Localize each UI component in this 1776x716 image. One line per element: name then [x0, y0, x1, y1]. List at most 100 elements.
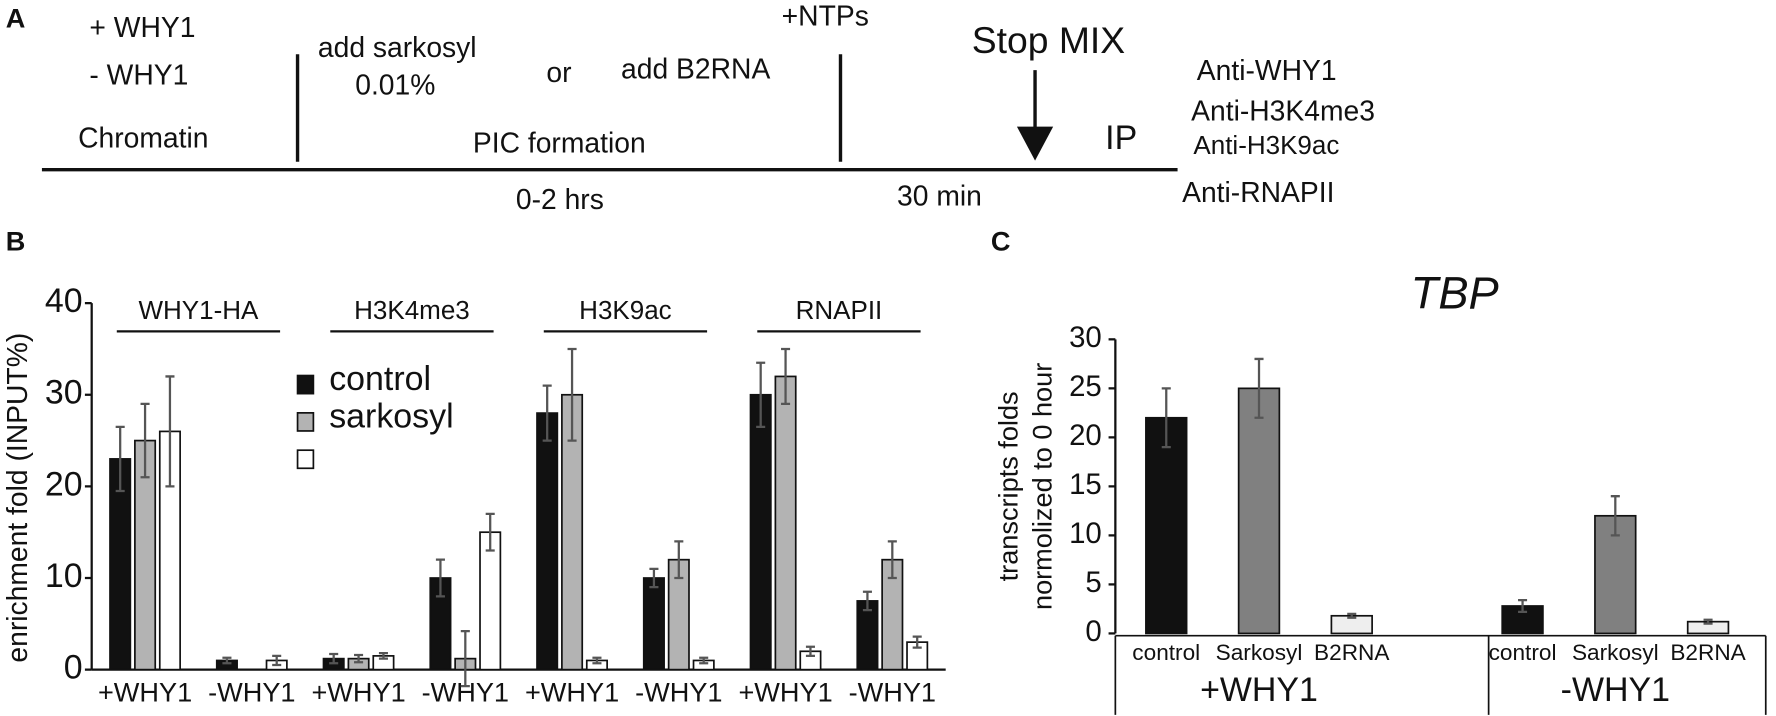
y-axis-label: normolized to 0 hour: [1026, 363, 1057, 610]
label: - WHY1: [89, 58, 188, 90]
label: add sarkosyl: [318, 31, 477, 63]
x-tick-label: Sarkosyl: [1572, 640, 1659, 665]
error-bar: [862, 590, 872, 612]
error-bar: [1347, 612, 1357, 619]
label: Anti-H3K4me3: [1191, 95, 1375, 127]
x-tick-label: B2RNA: [1670, 640, 1746, 665]
y-tick-label: 10: [45, 557, 83, 595]
label: Stop MIX: [972, 19, 1126, 61]
y-tick-label: 0: [1085, 615, 1101, 648]
error-bar: [781, 347, 791, 406]
group-label: WHY1-HA: [138, 295, 259, 325]
bar: [774, 375, 797, 671]
error-bar: [222, 656, 232, 665]
error-bar: [1161, 387, 1171, 449]
legend-swatch: [296, 374, 315, 395]
x-tick-label: Sarkosyl: [1216, 640, 1303, 665]
legend-label: sarkosyl: [329, 397, 453, 435]
label: or: [546, 56, 571, 88]
label: Anti-RNAPII: [1182, 176, 1334, 208]
x-tick-label: +WHY1: [311, 677, 405, 708]
error-bar: [378, 652, 388, 660]
group-label: +WHY1: [1200, 671, 1318, 709]
group-label: H3K4me3: [354, 295, 470, 325]
panel-label: B: [6, 225, 26, 256]
y-tick-label: 25: [1069, 370, 1102, 403]
error-bar: [435, 558, 445, 598]
x-tick-label: -WHY1: [208, 677, 295, 708]
label: Anti-H3K9ac: [1193, 130, 1339, 160]
bar: [1145, 416, 1188, 635]
x-tick-label: control: [1132, 640, 1200, 665]
label: IP: [1105, 119, 1137, 157]
chart-title: TBP: [1411, 267, 1499, 318]
x-tick-label: -WHY1: [635, 677, 722, 708]
label: add B2RNA: [621, 53, 770, 85]
y-tick-label: 20: [1069, 419, 1102, 452]
label: 0.01%: [355, 69, 435, 101]
error-bar: [805, 645, 815, 658]
error-bar: [460, 630, 470, 688]
error-bar: [485, 512, 495, 552]
error-bar: [165, 375, 175, 488]
y-tick-label: 20: [45, 465, 83, 503]
bar: [479, 531, 502, 671]
bar: [1237, 387, 1281, 635]
y-tick-label: 15: [1069, 468, 1102, 501]
legend-swatch: [296, 412, 315, 432]
bar: [749, 393, 772, 671]
y-tick-label: 30: [1069, 321, 1102, 354]
error-bar: [592, 656, 602, 665]
timeline: [41, 54, 1178, 172]
error-bar: [912, 635, 922, 649]
error-bar: [272, 654, 282, 667]
error-bar: [756, 361, 766, 428]
x-tick-label: +WHY1: [525, 677, 619, 708]
label: Chromatin: [78, 122, 208, 154]
bar: [642, 577, 665, 671]
y-tick-label: 30: [45, 374, 83, 412]
panel-label: C: [991, 225, 1011, 256]
legend-swatch: [296, 449, 315, 470]
x-tick-label: control: [1489, 640, 1557, 665]
group-label: -WHY1: [1561, 671, 1670, 709]
y-tick-label: 0: [64, 649, 83, 687]
y-axis-label: transcripts folds: [992, 391, 1023, 581]
error-bar: [542, 384, 552, 442]
panel-label: A: [6, 3, 26, 34]
bar: [856, 600, 879, 671]
error-bar: [567, 347, 577, 442]
group-label: H3K9ac: [579, 295, 672, 325]
error-bar: [354, 653, 364, 664]
error-bar: [649, 567, 659, 589]
x-tick-label: +WHY1: [98, 677, 192, 708]
error-bar: [1518, 598, 1528, 613]
group-label: RNAPII: [796, 295, 883, 325]
x-tick-label: +WHY1: [738, 677, 832, 708]
error-bar: [699, 656, 709, 665]
y-axis-label: enrichment fold (INPUT%): [1, 333, 33, 663]
legend-label: control: [329, 360, 431, 398]
error-bar: [140, 402, 150, 479]
error-bar: [887, 540, 897, 580]
label: Anti-WHY1: [1197, 54, 1337, 86]
x-tick-label: B2RNA: [1314, 640, 1390, 665]
x-tick-label: -WHY1: [849, 677, 936, 708]
bar: [536, 412, 559, 671]
label: 0-2 hrs: [516, 183, 604, 215]
error-bar: [329, 652, 339, 665]
y-tick-label: 10: [1069, 517, 1102, 550]
y-tick-label: 5: [1085, 566, 1101, 599]
label: +NTPs: [782, 0, 869, 32]
error-bar: [1610, 495, 1620, 537]
error-bar: [674, 540, 684, 580]
error-bar: [1703, 618, 1713, 625]
label: PIC formation: [473, 126, 646, 158]
y-tick-label: 40: [45, 282, 83, 320]
label: 30 min: [897, 179, 982, 211]
error-bar: [115, 425, 125, 493]
label: + WHY1: [89, 11, 195, 43]
error-bar: [1254, 357, 1264, 419]
